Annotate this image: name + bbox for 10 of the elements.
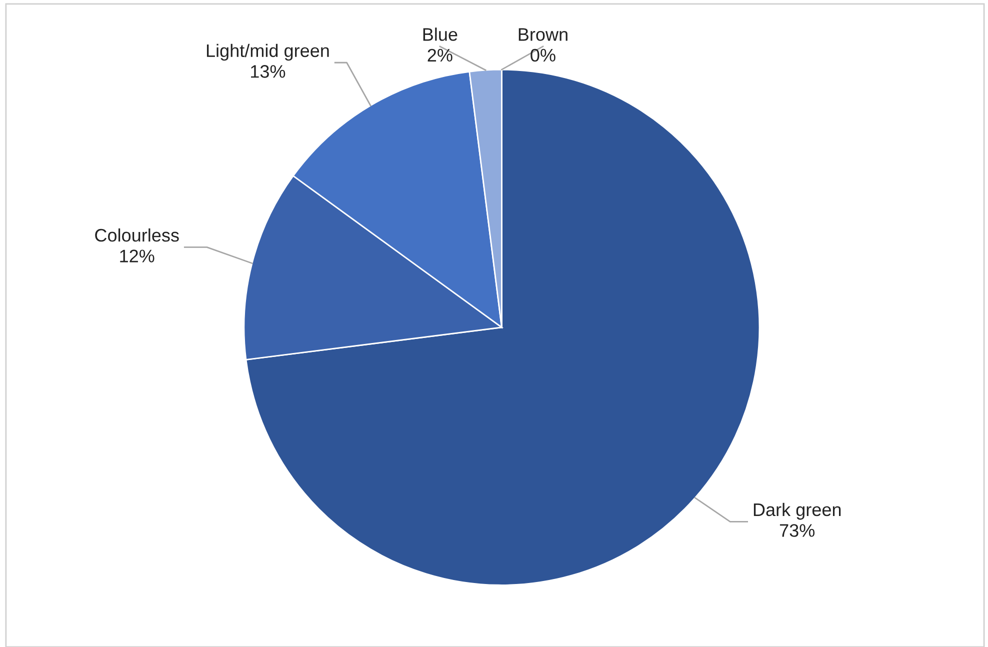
text: 0% <box>530 48 556 62</box>
data-label: 2% <box>428 48 452 62</box>
slice-label: Blue <box>423 28 458 41</box>
category-label: Brown <box>518 28 568 41</box>
slice-label: Colourless <box>95 228 179 242</box>
data-label: 12% <box>120 250 154 262</box>
slice-label: Light/mid green <box>206 44 329 61</box>
slice-label: Dark green <box>754 502 841 520</box>
data-label: 73% <box>780 524 815 537</box>
data-label: 13% <box>251 65 286 78</box>
